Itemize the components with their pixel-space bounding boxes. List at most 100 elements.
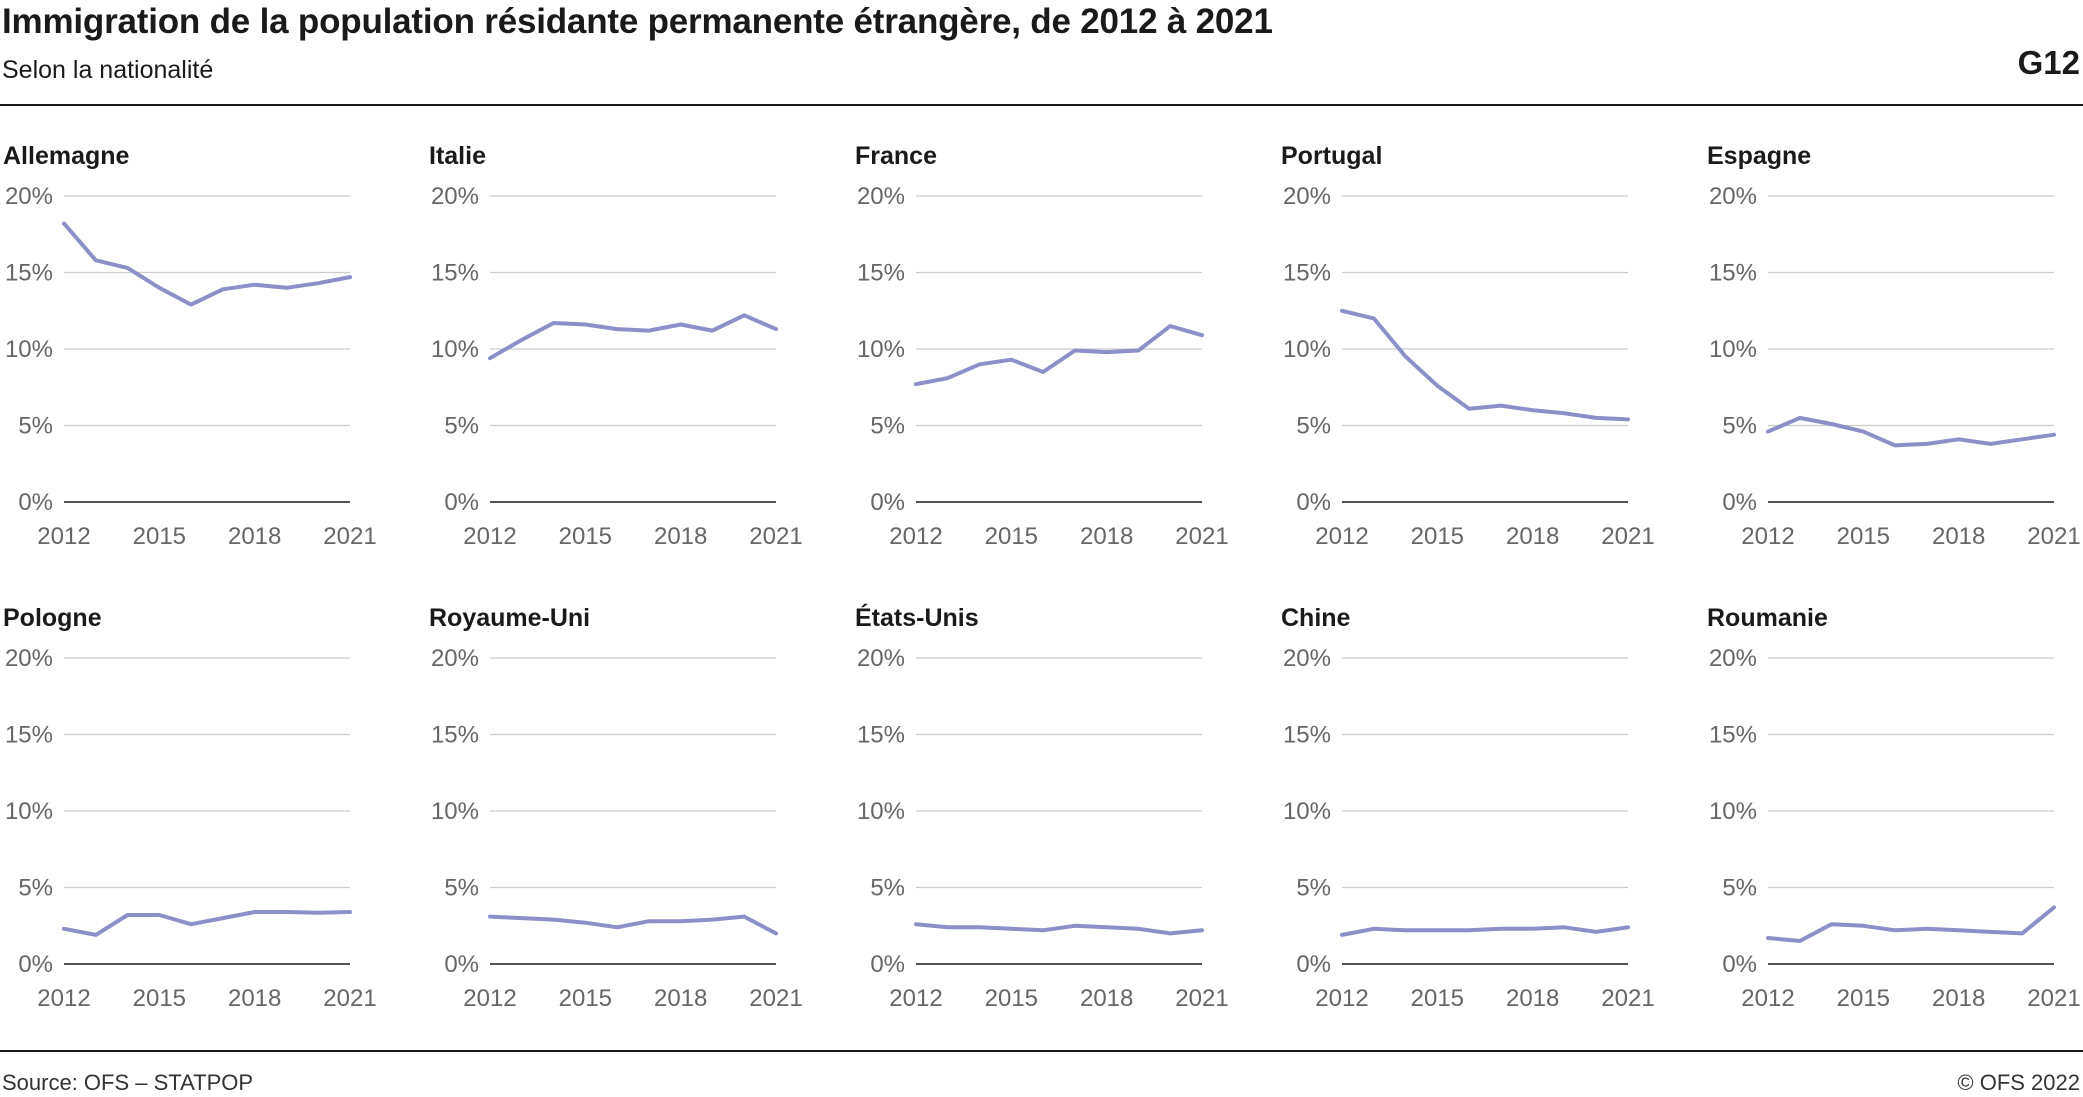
y-tick-label: 0% [18,951,53,978]
data-point [189,922,193,926]
x-tick-label: 2015 [985,523,1038,550]
data-point [1499,404,1503,408]
data-point [284,910,288,914]
y-tick-label: 5% [870,413,905,440]
panel-title: Portugal [1281,142,1382,170]
data-point [946,376,950,380]
x-tick-label: 2015 [1837,985,1890,1012]
data-point [1830,922,1834,926]
data-point [1435,384,1439,388]
y-tick-label: 5% [870,875,905,902]
panel-4: Espagne 0% 5% 10% 15% 20% 2012 2015 2018 2021 [1707,142,2081,550]
x-tick-label: 2018 [654,523,707,550]
x-tick-label: 2012 [463,985,516,1012]
panel-6: Royaume-Uni 0% 5% 10% 15% 20% 2012 2015 2018 2021 [429,604,803,1012]
data-point [221,287,225,291]
panel-title: Roumanie [1707,604,1828,632]
data-point [1594,930,1598,934]
data-point [946,925,950,929]
data-point [94,258,98,262]
x-tick-label: 2018 [1506,985,1559,1012]
data-point [126,266,130,270]
data-point [1041,928,1045,932]
data-point [1340,933,1344,937]
y-tick-label: 0% [870,489,905,516]
series-line [1766,415,2056,448]
y-tick-label: 5% [18,413,53,440]
x-tick-label: 2012 [889,985,942,1012]
y-tick-label: 15% [1709,722,1757,749]
panel-title: Pologne [3,604,102,632]
data-point [62,222,66,226]
x-tick-label: 2021 [323,985,376,1012]
data-point [1009,358,1013,362]
y-tick-label: 20% [431,645,479,672]
data-point [62,927,66,931]
data-point [914,922,918,926]
data-point [774,327,778,331]
data-point [1957,437,1961,441]
x-tick-label: 2021 [1601,523,1654,550]
data-point [1136,927,1140,931]
y-tick-label: 10% [5,798,53,825]
x-tick-label: 2015 [1411,523,1464,550]
data-point [1861,924,1865,928]
y-tick-label: 20% [1283,645,1331,672]
y-tick-label: 15% [1283,260,1331,287]
chart-header: Immigration de la population résidante p… [0,0,2083,110]
data-point [1435,928,1439,932]
y-tick-label: 15% [857,722,905,749]
x-tick-label: 2012 [889,523,942,550]
panel-2: France 0% 5% 10% 15% 20% 2012 2015 2018 2021 [855,142,1229,550]
x-tick-label: 2021 [323,523,376,550]
data-point [2020,931,2024,935]
x-tick-label: 2018 [1932,985,1985,1012]
x-tick-label: 2012 [1741,523,1794,550]
data-point [1531,927,1535,931]
x-tick-label: 2021 [2027,523,2080,550]
y-tick-label: 10% [5,336,53,363]
y-tick-label: 15% [431,260,479,287]
data-point [1562,925,1566,929]
chart-id: G12 [2017,44,2080,81]
data-point [742,313,746,317]
x-tick-label: 2021 [1175,523,1228,550]
top-divider [0,104,2083,106]
y-tick-label: 0% [444,489,479,516]
x-tick-label: 2012 [37,985,90,1012]
x-tick-label: 2012 [1315,985,1368,1012]
copyright-note: © OFS 2022 [1957,1070,2080,1095]
y-tick-label: 15% [5,260,53,287]
series-line [488,313,778,361]
data-point [1861,430,1865,434]
data-point [1594,416,1598,420]
data-point [1499,927,1503,931]
y-tick-label: 0% [1296,489,1331,516]
x-tick-label: 2012 [37,523,90,550]
y-tick-label: 0% [870,951,905,978]
panel-title: Chine [1281,604,1351,632]
data-point [488,356,492,360]
bottom-divider [0,1050,2083,1052]
x-tick-label: 2018 [228,523,281,550]
data-point [126,913,130,917]
y-tick-label: 10% [431,336,479,363]
y-tick-label: 0% [1722,489,1757,516]
y-tick-label: 10% [1709,336,1757,363]
data-point [520,916,524,920]
series-line [488,914,778,936]
y-tick-label: 5% [444,875,479,902]
data-point [520,338,524,342]
data-point [316,281,320,285]
x-tick-label: 2018 [654,985,707,1012]
data-point [679,323,683,327]
data-point [189,303,193,307]
x-tick-label: 2021 [749,985,802,1012]
series-line [1340,925,1630,937]
y-tick-label: 10% [1283,798,1331,825]
y-tick-label: 15% [1283,722,1331,749]
data-point [1957,928,1961,932]
y-tick-label: 0% [18,489,53,516]
data-point [1404,355,1408,359]
